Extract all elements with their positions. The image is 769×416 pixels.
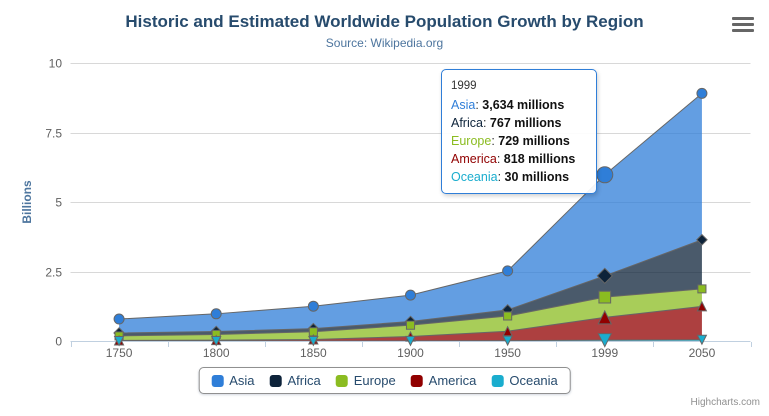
menu-bar-icon xyxy=(732,29,754,32)
legend-label: America xyxy=(428,373,477,388)
legend-item-america[interactable]: America xyxy=(410,373,477,388)
marker-oceania-1850[interactable] xyxy=(308,335,319,347)
x-axis-label: 1750 xyxy=(106,346,133,360)
marker-asia-1750[interactable] xyxy=(113,313,125,325)
marker-africa-1999[interactable] xyxy=(596,267,613,285)
menu-bar-icon xyxy=(732,23,754,26)
legend-label: Africa xyxy=(287,373,321,388)
legend-swatch-icon xyxy=(491,374,504,387)
marker-oceania-1800[interactable] xyxy=(210,335,222,347)
legend-swatch-icon xyxy=(211,374,224,387)
legend-label: Asia xyxy=(229,373,255,388)
y-axis-label: 5 xyxy=(55,196,62,210)
area-africa[interactable] xyxy=(119,239,702,336)
marker-oceania-2050[interactable] xyxy=(696,334,708,346)
marker-america-1999[interactable] xyxy=(597,309,613,325)
y-axis-label: 10 xyxy=(49,57,63,71)
marker-oceania-1750[interactable] xyxy=(113,335,125,347)
marker-europe-1850[interactable] xyxy=(308,327,318,337)
y-axis-label: 0 xyxy=(55,335,62,349)
context-menu-button[interactable] xyxy=(732,17,754,32)
marker-oceania-1900[interactable] xyxy=(405,335,416,347)
x-axis-label: 2050 xyxy=(689,346,716,360)
area-asia[interactable] xyxy=(119,93,702,333)
area-america[interactable] xyxy=(119,306,702,341)
menu-bar-icon xyxy=(732,17,754,20)
marker-asia-1950[interactable] xyxy=(502,265,514,277)
legend-item-africa[interactable]: Africa xyxy=(269,373,321,388)
marker-america-2050[interactable] xyxy=(696,300,708,312)
y-axis-label: 2.5 xyxy=(45,266,62,280)
marker-asia-1900[interactable] xyxy=(405,289,416,301)
legend-swatch-icon xyxy=(335,374,348,387)
marker-asia-1999[interactable] xyxy=(596,166,614,184)
x-axis-label: 1999 xyxy=(591,346,618,360)
chart-subtitle: Source: Wikipedia.org xyxy=(325,36,444,50)
x-axis-label: 1900 xyxy=(397,346,424,360)
marker-asia-1850[interactable] xyxy=(307,300,319,312)
x-axis-label: 1850 xyxy=(300,346,327,360)
x-axis-label: 1800 xyxy=(203,346,230,360)
legend-swatch-icon xyxy=(410,374,423,387)
legend-item-asia[interactable]: Asia xyxy=(211,373,255,388)
marker-oceania-1999[interactable] xyxy=(597,333,613,348)
marker-asia-2050[interactable] xyxy=(696,87,708,99)
y-axis-title: Billions xyxy=(20,180,34,224)
chart-title: Historic and Estimated Worldwide Populat… xyxy=(125,12,644,31)
marker-europe-1900[interactable] xyxy=(405,320,416,330)
legend-label: Europe xyxy=(353,373,396,388)
marker-asia-1800[interactable] xyxy=(210,308,222,320)
credits-link[interactable]: Highcharts.com xyxy=(690,397,760,408)
marker-europe-2050[interactable] xyxy=(697,284,707,294)
marker-oceania-1950[interactable] xyxy=(502,335,513,347)
legend-label: Oceania xyxy=(509,373,558,388)
legend: Asia Africa Europe America Oceania xyxy=(198,367,571,394)
legend-item-oceania[interactable]: Oceania xyxy=(491,373,558,388)
legend-item-europe[interactable]: Europe xyxy=(335,373,396,388)
marker-europe-1950[interactable] xyxy=(503,311,513,321)
x-axis-label: 1950 xyxy=(494,346,521,360)
marker-europe-1999[interactable] xyxy=(598,290,612,304)
legend-swatch-icon xyxy=(269,374,282,387)
y-axis-label: 7.5 xyxy=(45,127,62,141)
marker-africa-2050[interactable] xyxy=(696,233,708,246)
